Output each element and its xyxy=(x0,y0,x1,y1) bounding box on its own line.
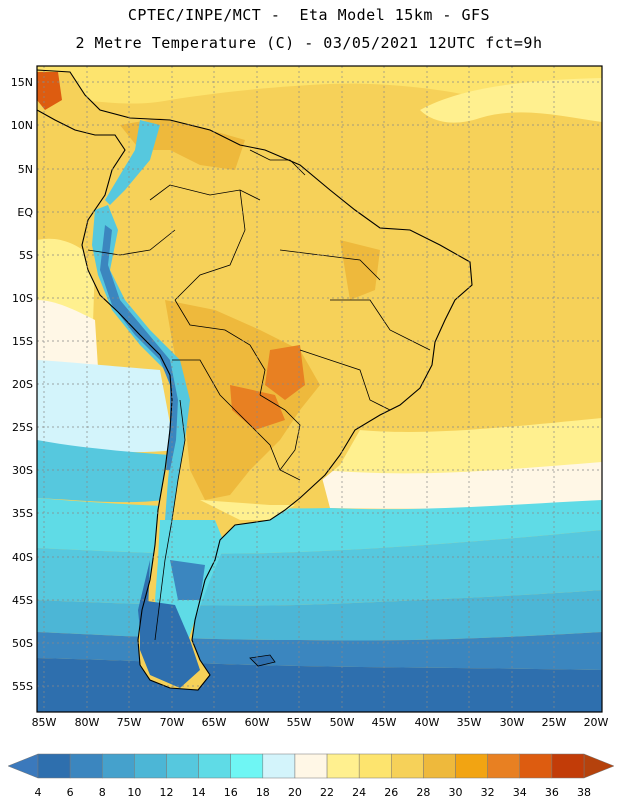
colorbar-swatch xyxy=(262,753,296,779)
northern-andes-cool xyxy=(105,120,160,205)
tierra-del-fuego-cold xyxy=(140,600,200,688)
colorbar-swatch xyxy=(358,753,392,779)
pantanal-hottest xyxy=(265,345,305,400)
colorbar-label: 10 xyxy=(127,786,141,799)
lon-label: 35W xyxy=(457,716,482,729)
lon-label: 65W xyxy=(202,716,227,729)
colorbar-label: 18 xyxy=(256,786,270,799)
colorbar-swatch xyxy=(134,753,167,779)
colorbar-left-arrow xyxy=(7,753,39,779)
colorbar-swatch xyxy=(294,753,328,779)
colorbar-right-arrow xyxy=(583,753,615,779)
pampas-mild xyxy=(200,500,295,520)
ocean-band-pacific-cyan xyxy=(37,360,175,453)
southern-brazil-mild xyxy=(280,420,360,495)
colorbar-label: 14 xyxy=(192,786,206,799)
map-field xyxy=(37,66,602,712)
latitude-labels: 15N 10N 5N EQ 5S 10S 15S 20S 25S 30S 35S… xyxy=(11,76,34,693)
colorbar-swatch xyxy=(487,753,521,779)
lon-label: 70W xyxy=(160,716,185,729)
map-frame xyxy=(36,65,603,713)
lat-label: 15S xyxy=(12,335,33,348)
central-america-hot xyxy=(37,72,62,110)
lat-lon-grid xyxy=(37,66,602,712)
ocean-band-north-light xyxy=(420,78,602,123)
lat-label: 10S xyxy=(12,292,33,305)
colorbar-swatch xyxy=(230,753,264,779)
ocean-band-atlantic-cream xyxy=(320,462,602,509)
colorbar-swatch xyxy=(37,753,71,779)
colorbar-label: 28 xyxy=(416,786,430,799)
colorbar-label: 38 xyxy=(577,786,591,799)
lon-label: 55W xyxy=(287,716,312,729)
colorbar-swatch xyxy=(101,753,135,779)
longitude-labels: 85W 80W 75W 70W 65W 60W 55W 50W 45W 40W … xyxy=(32,716,609,729)
colorbar-label: 30 xyxy=(449,786,463,799)
chart-subtitle: 2 Metre Temperature (C) - 03/05/2021 12U… xyxy=(75,34,543,52)
colorbar-label: 16 xyxy=(224,786,238,799)
chart-title: CPTEC/INPE/MCT - Eta Model 15km - GFS xyxy=(127,6,491,24)
color-legend: 4 6 8 10 12 14 16 18 20 22 24 26 28 30 32 34 36 38 xyxy=(7,753,615,799)
colorbar-label: 24 xyxy=(352,786,366,799)
ocean-band-north xyxy=(37,66,602,120)
colorbar-swatch xyxy=(166,753,199,779)
colorbar-swatch xyxy=(423,753,456,779)
colorbar-label: 26 xyxy=(384,786,398,799)
country-borders xyxy=(87,149,431,641)
colorbar-label: 4 xyxy=(35,786,42,799)
lon-label: 80W xyxy=(75,716,100,729)
ocean-band-pacific-teal xyxy=(37,440,170,503)
colorbar-swatch xyxy=(198,753,231,779)
lat-label: 45S xyxy=(12,594,33,607)
southern-andes-cold xyxy=(138,560,150,650)
lat-label: 20S xyxy=(12,378,33,391)
coastline xyxy=(37,69,473,691)
ocean-band-atlantic-light xyxy=(300,418,602,482)
andes-coldest xyxy=(100,225,178,470)
andes-cold-spine xyxy=(92,205,190,520)
lon-label: 20W xyxy=(584,716,609,729)
lon-label: 85W xyxy=(32,716,57,729)
lat-label: 5N xyxy=(18,163,33,176)
colorbar-label: 36 xyxy=(545,786,559,799)
colorbar-label: 6 xyxy=(67,786,74,799)
colorbar-swatch xyxy=(519,753,553,779)
northeast-hot-region xyxy=(340,240,380,300)
colorbar-swatch xyxy=(455,753,488,779)
lat-label: 25S xyxy=(12,421,33,434)
lon-label: 60W xyxy=(245,716,270,729)
lat-label: 40S xyxy=(12,551,33,564)
lat-label: 10N xyxy=(11,119,33,132)
lat-label: 15N xyxy=(11,76,33,89)
colorbar-label: 32 xyxy=(481,786,495,799)
lat-label: 55S xyxy=(12,680,33,693)
lat-label: 30S xyxy=(12,464,33,477)
lat-label: EQ xyxy=(17,206,33,219)
colorbar-label: 20 xyxy=(288,786,302,799)
colorbar-swatch xyxy=(551,753,585,779)
colorbar-label: 22 xyxy=(320,786,334,799)
lon-label: 40W xyxy=(415,716,440,729)
lon-label: 30W xyxy=(500,716,525,729)
lon-label: 75W xyxy=(117,716,142,729)
lon-label: 25W xyxy=(542,716,567,729)
lon-label: 45W xyxy=(372,716,397,729)
colorbar-label: 8 xyxy=(99,786,106,799)
falkland-islands xyxy=(249,654,276,667)
lat-label: 50S xyxy=(12,637,33,650)
colorbar-swatch xyxy=(69,753,103,779)
colorbar-label: 12 xyxy=(159,786,173,799)
patagonia-cold xyxy=(170,560,205,600)
colorbar-label: 34 xyxy=(513,786,527,799)
colorbar-swatch xyxy=(326,753,360,779)
lat-label: 35S xyxy=(12,507,33,520)
lon-label: 50W xyxy=(330,716,355,729)
colorbar-swatch xyxy=(391,753,424,779)
lat-label: 5S xyxy=(19,249,33,262)
